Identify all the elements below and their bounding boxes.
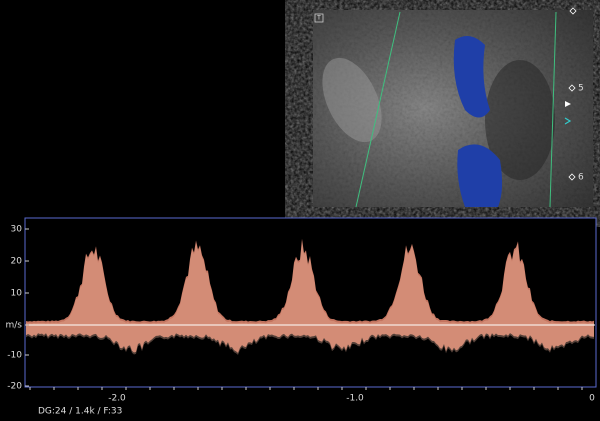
b-mode-image: T 5 6 bbox=[310, 8, 593, 207]
y-label: m/s bbox=[6, 321, 23, 331]
depth-label: 5 bbox=[578, 84, 584, 94]
x-label: 0 bbox=[589, 394, 595, 404]
footer-info: DG:24 / 1.4k / F:33 bbox=[38, 407, 122, 417]
y-label: -10 bbox=[7, 351, 22, 361]
y-label: 20 bbox=[11, 257, 23, 267]
y-label: 30 bbox=[11, 225, 23, 235]
ultrasound-screen: T 5 6 30 20 10 m/s -10 -20 -2.0 -1.0 0 DG:24 / 1… bbox=[0, 0, 600, 417]
x-label: -2.0 bbox=[108, 394, 126, 404]
corner-mark: T bbox=[316, 15, 321, 22]
y-label: -20 bbox=[7, 382, 22, 392]
depth-label: 6 bbox=[578, 173, 584, 183]
y-label: 10 bbox=[11, 289, 23, 299]
page: T 5 6 30 20 10 m/s -10 -20 -2.0 -1.0 0 DG:24 / 1… bbox=[0, 0, 600, 417]
x-label: -1.0 bbox=[346, 394, 364, 404]
doppler-panel: 30 20 10 m/s -10 -20 -2.0 -1.0 0 bbox=[6, 218, 597, 404]
